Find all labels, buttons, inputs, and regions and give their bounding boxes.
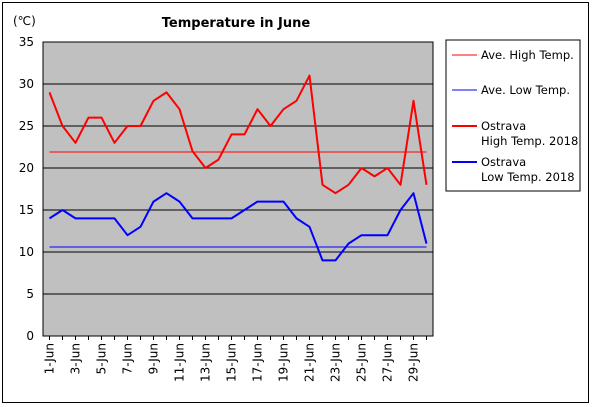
x-tick-label: 15-Jun — [225, 343, 239, 382]
gridlines — [43, 83, 433, 295]
series-lines — [48, 74, 428, 262]
legend-label: Ave. Low Temp. — [481, 83, 570, 97]
y-tick-label: 5 — [26, 287, 34, 301]
x-tick-label: 13-Jun — [199, 343, 213, 382]
series-line-2 — [48, 74, 428, 195]
y-tick-label: 10 — [19, 245, 34, 259]
x-axis: 1-Jun 3-Jun 5-Jun 7-Jun 9-Jun 11-Jun 13-Jun 15-… — [43, 336, 427, 382]
legend-label: Ave. High Temp. — [481, 48, 574, 62]
series-line-3 — [48, 192, 428, 262]
chart-title: Temperature in June — [162, 16, 311, 31]
x-tick-label: 17-Jun — [251, 343, 265, 382]
y-tick-label: 30 — [19, 77, 34, 91]
legend-box — [445, 39, 581, 192]
x-tick-label: 9-Jun — [147, 343, 161, 374]
unit-label: (℃) — [13, 14, 36, 28]
y-tick-label: 25 — [19, 119, 34, 133]
x-tick-label: 1-Jun — [43, 343, 57, 374]
x-tick-label: 29-Jun — [407, 343, 421, 382]
y-tick-label: 20 — [19, 161, 34, 175]
x-tick-label: 3-Jun — [69, 343, 83, 374]
plot-area — [42, 41, 434, 337]
x-tick-label: 5-Jun — [95, 343, 109, 374]
legend-label: Ostrava — [481, 119, 526, 133]
legend-label: Low Temp. 2018 — [481, 170, 575, 184]
x-tick-label: 21-Jun — [303, 343, 317, 382]
y-axis: 0 5 10 15 20 25 30 35 — [19, 35, 34, 343]
x-tick-label: 19-Jun — [277, 343, 291, 382]
x-tick-label: 7-Jun — [121, 343, 135, 374]
x-tick-label: 11-Jun — [173, 343, 187, 382]
x-tick-label: 25-Jun — [355, 343, 369, 382]
y-tick-label: 35 — [19, 35, 34, 49]
y-tick-label: 15 — [19, 203, 34, 217]
legend: Ave. High Temp.Ave. Low Temp.OstravaHigh… — [452, 48, 578, 184]
legend-label: High Temp. 2018 — [481, 134, 578, 148]
x-tick-label: 27-Jun — [381, 343, 395, 382]
y-tick-label: 0 — [26, 329, 34, 343]
legend-label: Ostrava — [481, 155, 526, 169]
x-tick-label: 23-Jun — [329, 343, 343, 382]
